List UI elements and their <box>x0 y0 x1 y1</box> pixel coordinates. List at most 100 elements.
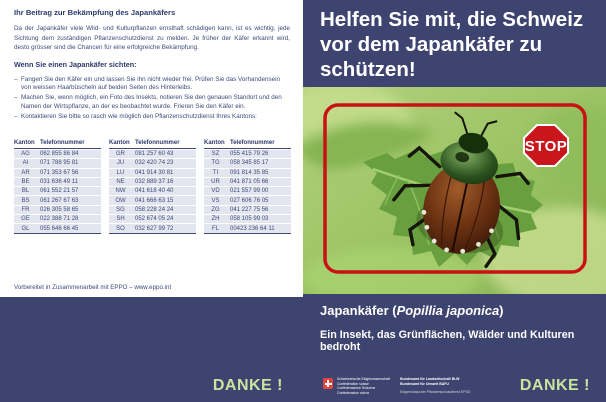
eppo-credit: Vorbereitet in Zusammenarbeit mit EPPO –… <box>14 284 172 291</box>
beetle-head <box>458 132 489 154</box>
table-header: Kanton Telefonnummer <box>109 140 196 149</box>
phone-cell: 041 871 05 66 <box>230 179 269 186</box>
phone-cell: 058 105 99 03 <box>230 216 269 223</box>
table-row: TI 091 814 35 85 <box>204 168 291 178</box>
caption-species: Popillia japonica <box>396 303 500 318</box>
phone-cell: 041 914 30 81 <box>135 169 174 176</box>
title-line: schützen! <box>320 58 416 81</box>
confederation-name-line: Confederaziun svizra <box>337 390 369 395</box>
phone-cell: 041 666 63 15 <box>135 197 174 204</box>
canton-cell: ZH <box>211 216 220 223</box>
list-item-text: Kontaktieren Sie bitte so rasch wie mögl… <box>21 112 257 120</box>
caption-suffix: ) <box>499 303 504 318</box>
confederation-name-line: Confédération suisse <box>337 381 369 386</box>
canton-cell: FR <box>21 206 30 213</box>
phone-cell: 032 420 74 23 <box>135 160 174 167</box>
canton-cell: TG <box>211 160 220 167</box>
left-content: Ihr Beitrag zur Bekämpfung des Japankäfe… <box>14 8 290 122</box>
table-row: UR 041 871 05 66 <box>204 177 291 188</box>
confederation-name-line: Confederazione Svizzera <box>337 386 375 391</box>
phone-cell: 061 267 67 63 <box>40 197 79 204</box>
phone-cell: 055 415 79 26 <box>230 151 269 158</box>
instruction-list: – Fangen Sie den Käfer ein und lassen Si… <box>14 76 290 122</box>
canton-cell: VS <box>211 197 220 204</box>
phone-cell: 041 227 75 56 <box>230 206 269 213</box>
table-row: SZ 055 415 79 26 <box>204 150 291 160</box>
photo-caption-subtitle: Ein Insekt, das Grünflächen, Wälder und … <box>320 329 575 353</box>
table-row: SG 058 228 24 24 <box>109 205 196 216</box>
canton-cell: AI <box>22 160 29 167</box>
bullet-dash: – <box>14 94 18 102</box>
beetle-pronotum <box>440 141 498 185</box>
list-item-text: Machen Sie, wenn möglich, ein Foto des I… <box>21 94 282 110</box>
phone-cell: 022 388 71 28 <box>40 216 79 223</box>
phone-table-3: Kanton Telefonnummer SZ 055 415 79 26 TG… <box>204 140 291 234</box>
left-subheading: Wenn Sie einen Japankäfer sichten: <box>14 59 137 69</box>
phone-cell: 091 814 35 85 <box>230 169 269 176</box>
stop-text: STOP <box>525 138 568 155</box>
canton-cell: SO <box>116 225 125 232</box>
phone-cell: 00423 236 64 11 <box>230 225 275 232</box>
table-row: NW 041 618 40 40 <box>109 187 196 197</box>
swiss-confederation-logo: Schweizerische Eidgenossenschaft Confédér… <box>323 377 470 395</box>
table-row: SO 032 627 99 72 <box>109 224 196 234</box>
list-item: – Machen Sie, wenn möglich, ein Foto des… <box>14 94 290 112</box>
office-line: Bundesamt für Umwelt BAFU <box>400 381 449 386</box>
canton-phone-tables: Kanton Telefonnummer AG 062 855 86 84 AI… <box>14 140 292 234</box>
table-row: BE 031 636 49 11 <box>14 177 101 188</box>
canton-cell: LU <box>116 169 125 176</box>
header-canton: Kanton <box>14 140 35 146</box>
canton-cell: NE <box>116 179 125 186</box>
phone-cell: 032 889 37 16 <box>135 179 174 186</box>
table-row: VD 021 557 99 00 <box>204 187 291 197</box>
bullet-dash: – <box>14 75 18 83</box>
phone-cell: 055 646 66 45 <box>40 225 79 232</box>
phone-cell: 071 353 67 56 <box>40 169 79 176</box>
phone-cell: 021 557 99 00 <box>230 188 269 195</box>
canton-cell: OW <box>115 197 126 204</box>
table-row: GL 055 646 66 45 <box>14 224 101 234</box>
title-line: vor dem Japankäfer zu <box>320 33 543 56</box>
phone-cell: 058 345 85 17 <box>230 160 269 167</box>
phone-cell: 058 228 24 24 <box>135 206 174 213</box>
confederation-names: Schweizerische Eidgenossenschaft Confédér… <box>337 377 390 395</box>
phone-cell: 071 788 95 81 <box>40 160 79 167</box>
table-body: GR 081 257 60 43 JU 032 420 74 23 LU 041… <box>109 150 196 234</box>
list-item-text: Fangen Sie den Käfer ein und lassen Sie … <box>21 75 281 92</box>
table-row: TG 058 345 85 17 <box>204 159 291 169</box>
confederation-name-line: Schweizerische Eidgenossenschaft <box>337 377 391 382</box>
table-row: GR 081 257 60 43 <box>109 150 196 160</box>
table-row: BS 061 267 67 63 <box>14 196 101 206</box>
left-panel: Ihr Beitrag zur Bekämpfung des Japankäfe… <box>0 8 303 402</box>
canton-cell: BL <box>21 188 30 195</box>
red-frame <box>323 103 587 274</box>
table-row: LU 041 914 30 81 <box>109 168 196 178</box>
left-heading: Ihr Beitrag zur Bekämpfung des Japankäfe… <box>14 8 176 17</box>
table-row: ZH 058 105 99 03 <box>204 215 291 225</box>
phone-cell: 026 305 58 65 <box>40 206 79 213</box>
phone-cell: 052 674 05 24 <box>135 216 174 223</box>
table-row: AG 062 855 86 84 <box>14 150 101 160</box>
canton-cell: UR <box>211 179 220 186</box>
canton-cell: SH <box>116 216 125 223</box>
header-phone: Telefonnummer <box>230 140 275 146</box>
phone-table-2: Kanton Telefonnummer GR 081 257 60 43 JU… <box>109 140 196 234</box>
office-lines: Bundesamt für Landwirtschaft BLW Bundesam… <box>400 377 470 386</box>
canton-cell: TI <box>212 169 219 176</box>
white-hair-tufts <box>421 209 494 254</box>
table-row: VS 027 606 76 05 <box>204 196 291 206</box>
title-line: Helfen Sie mit, die Schweiz <box>320 8 584 31</box>
phone-cell: 062 855 86 84 <box>40 151 79 158</box>
table-row: GE 022 388 71 28 <box>14 215 101 225</box>
canton-cell: BE <box>21 179 30 186</box>
list-item: – Kontaktieren Sie bitte so rasch wie mö… <box>14 113 290 122</box>
federal-offices: Bundesamt für Landwirtschaft BLW Bundesam… <box>400 377 470 394</box>
phone-table-1: Kanton Telefonnummer AG 062 855 86 84 AI… <box>14 140 101 234</box>
table-row: OW 041 666 63 15 <box>109 196 196 206</box>
canton-cell: ZG <box>211 206 220 213</box>
header-phone: Telefonnummer <box>40 140 85 146</box>
canton-cell: SG <box>116 206 125 213</box>
swiss-cross-icon <box>323 378 333 390</box>
bullet-dash: – <box>14 112 18 120</box>
table-body: AG 062 855 86 84 AI 071 788 95 81 AR 071… <box>14 150 101 234</box>
